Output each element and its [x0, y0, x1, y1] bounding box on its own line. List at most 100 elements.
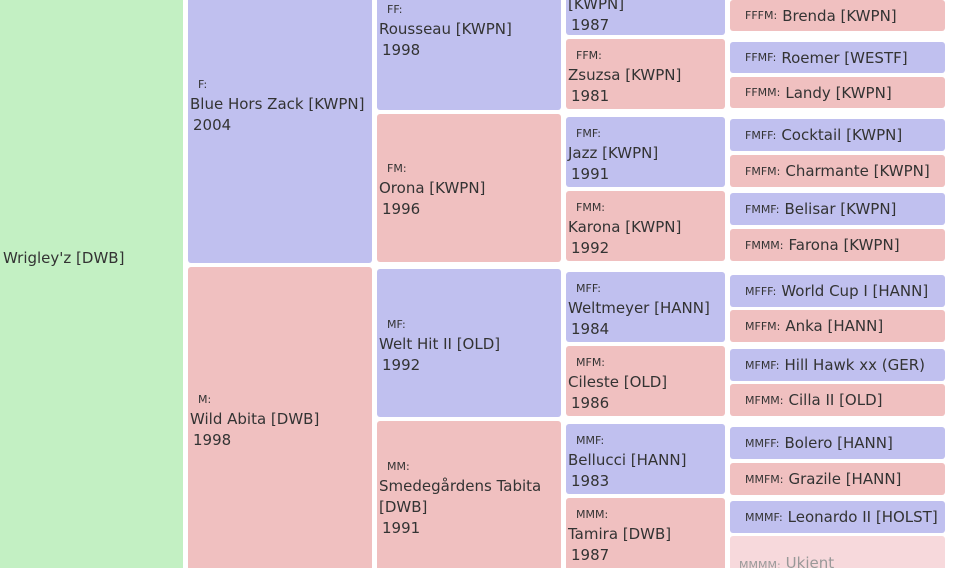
ancestor-name: Bolero [HANN]: [784, 434, 893, 452]
ancestor-box: MFMF: Hill Hawk xx (GER): [730, 349, 945, 381]
ancestor-name: Cileste [OLD]: [568, 373, 668, 391]
ancestor-name: Leonardo II [HOLST]: [787, 508, 938, 526]
ancestor-text: FFM: Zsuzsa [KWPN] 1981: [568, 47, 723, 107]
ancestor-box: MMMF: Leonardo II [HOLST]: [730, 501, 945, 533]
ancestor-code: FMF:: [576, 127, 601, 140]
ancestor-year: 1992: [571, 239, 610, 257]
ancestor-text: FMM: Karona [KWPN] 1992: [568, 199, 723, 259]
ancestor-box: MFMM: Cilla II [OLD]: [730, 384, 945, 416]
ancestor-code: MMFM:: [745, 472, 784, 486]
ancestor-code: F:: [198, 78, 208, 91]
subject-name: Wrigley'z [DWB]: [3, 249, 125, 267]
ancestor-code: MF:: [387, 318, 406, 331]
ancestor-box: FFM: Zsuzsa [KWPN] 1981: [566, 39, 725, 109]
ancestor-name: Smedegårdens Tabita [DWB]: [379, 477, 542, 516]
ancestor-name: Hill Hawk xx (GER): [784, 356, 926, 374]
ancestor-name: Farona [KWPN]: [788, 236, 900, 254]
ancestor-name: [KWPN]: [568, 0, 625, 13]
ancestor-name: Zsuzsa [KWPN]: [568, 66, 682, 84]
ancestor-name: Cocktail [KWPN]: [781, 126, 903, 144]
ancestor-code: FF:: [387, 3, 403, 16]
ancestor-box: FMMF: Belisar [KWPN]: [730, 193, 945, 225]
ancestor-box: FMM: Karona [KWPN] 1992: [566, 191, 725, 261]
ancestor-line: MMMM: Ukjent: [739, 536, 943, 568]
ancestor-code: FFM:: [576, 49, 602, 62]
ancestor-box: FF: Rousseau [KWPN] 1998: [377, 0, 561, 110]
ancestor-name: Landy [KWPN]: [785, 83, 892, 102]
ancestor-code: MFMM:: [745, 393, 784, 407]
ancestor-line: MFMM: Cilla II [OLD]: [745, 384, 943, 416]
ancestor-box: FMMM: Farona [KWPN]: [730, 229, 945, 261]
ancestor-box: FMFM: Charmante [KWPN]: [730, 155, 945, 187]
ancestor-name: Weltmeyer [HANN]: [568, 299, 710, 317]
ancestor-year: 1987: [571, 546, 610, 564]
ancestor-text: M: Wild Abita [DWB] 1998: [190, 391, 370, 451]
ancestor-code: MMM:: [576, 508, 609, 521]
ancestor-box: FMF: Jazz [KWPN] 1991: [566, 117, 725, 187]
ancestor-box: MMF: Bellucci [HANN] 1983: [566, 424, 725, 494]
ancestor-year: 1987: [571, 16, 610, 34]
ancestor-code: FMFM:: [745, 164, 781, 178]
ancestor-name: Rousseau [KWPN]: [379, 20, 512, 38]
ancestor-line: MMMF: Leonardo II [HOLST]: [745, 501, 943, 533]
ancestor-text: MFF: Weltmeyer [HANN] 1984: [568, 280, 723, 340]
ancestor-text: MF: Welt Hit II [OLD] 1992: [379, 316, 559, 376]
ancestor-name: Bellucci [HANN]: [568, 451, 687, 469]
ancestor-name: Blue Hors Zack [KWPN]: [190, 95, 365, 113]
ancestor-name: Karona [KWPN]: [568, 218, 682, 236]
ancestor-code: MFM:: [576, 356, 606, 369]
ancestor-name: Orona [KWPN]: [379, 179, 486, 197]
ancestor-year: 2004: [193, 116, 232, 134]
ancestor-name: Wild Abita [DWB]: [190, 410, 320, 428]
ancestor-name: Ukjent: [785, 554, 835, 568]
ancestor-year: 1986: [571, 394, 610, 412]
ancestor-box: FMFF: Cocktail [KWPN]: [730, 119, 945, 151]
ancestor-name: Jazz [KWPN]: [568, 144, 659, 162]
ancestor-box: MFM: Cileste [OLD] 1986: [566, 346, 725, 416]
ancestor-name: Charmante [KWPN]: [785, 162, 930, 180]
ancestor-line: MMFF: Bolero [HANN]: [745, 427, 943, 459]
ancestor-year: 1996: [382, 200, 421, 218]
ancestor-code: MMFF:: [745, 436, 780, 450]
ancestor-code: MMMM:: [739, 559, 781, 568]
ancestor-code: FFMM:: [745, 86, 781, 99]
ancestor-box: MMFF: Bolero [HANN]: [730, 427, 945, 459]
ancestor-code: MMF:: [576, 434, 605, 447]
ancestor-year: 1991: [382, 519, 421, 537]
ancestor-line: MFFF: World Cup I [HANN]: [745, 275, 943, 307]
ancestor-name: Anka [HANN]: [785, 317, 884, 335]
ancestor-box: MF: Welt Hit II [OLD] 1992: [377, 269, 561, 417]
ancestor-code: MFFF:: [745, 284, 777, 298]
ancestor-text: F: Blue Hors Zack [KWPN] 2004: [190, 76, 370, 136]
ancestor-name: Brenda [KWPN]: [782, 6, 897, 25]
ancestor-name: Belisar [KWPN]: [784, 200, 897, 218]
ancestor-line: FMFM: Charmante [KWPN]: [745, 155, 943, 187]
ancestor-year: 1998: [382, 41, 421, 59]
ancestor-year: 1981: [571, 87, 610, 105]
ancestor-text: FF: Rousseau [KWPN] 1998: [379, 1, 559, 61]
ancestor-name: Cilla II [OLD]: [788, 391, 883, 409]
ancestor-box: FFFM: Brenda [KWPN]: [730, 0, 945, 31]
ancestor-box: MMM: Tamira [DWB] 1987: [566, 498, 725, 568]
ancestor-line: FMMM: Farona [KWPN]: [745, 229, 943, 261]
ancestor-box: FFMF: Roemer [WESTF]: [730, 42, 945, 73]
ancestor-box: FFMM: Landy [KWPN]: [730, 77, 945, 108]
ancestor-text: FM: Orona [KWPN] 1996: [379, 160, 559, 220]
ancestor-code: M:: [198, 393, 212, 406]
ancestor-box: [KWPN] 1987: [566, 0, 725, 35]
ancestor-box: FM: Orona [KWPN] 1996: [377, 114, 561, 262]
ancestor-code: FM:: [387, 162, 407, 175]
ancestor-box: F: Blue Hors Zack [KWPN] 2004: [188, 0, 372, 263]
ancestor-box: MM: Smedegårdens Tabita [DWB] 1991: [377, 421, 561, 568]
ancestor-name: Grazile [HANN]: [788, 470, 902, 488]
ancestor-year: 1992: [382, 356, 421, 374]
ancestor-line: FFFM: Brenda [KWPN]: [745, 0, 943, 31]
ancestor-line: FFMM: Landy [KWPN]: [745, 77, 943, 108]
ancestor-year: 1984: [571, 320, 610, 338]
ancestor-line: MMFM: Grazile [HANN]: [745, 463, 943, 495]
ancestor-box: MMFM: Grazile [HANN]: [730, 463, 945, 495]
ancestor-code: MFMF:: [745, 358, 780, 372]
ancestor-text: MMM: Tamira [DWB] 1987: [568, 506, 723, 566]
ancestor-name: World Cup I [HANN]: [781, 282, 929, 300]
